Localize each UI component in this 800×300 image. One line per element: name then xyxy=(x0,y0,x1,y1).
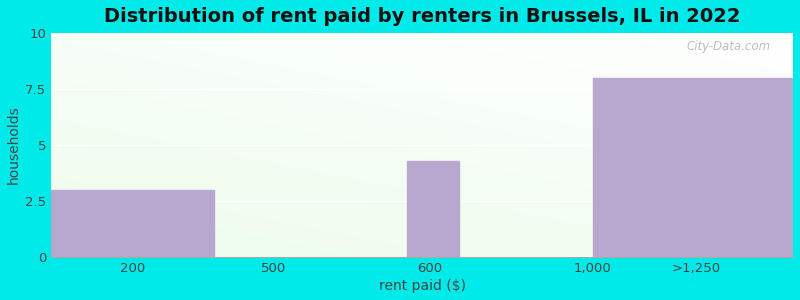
Bar xyxy=(407,161,459,257)
Bar xyxy=(593,78,793,257)
X-axis label: rent paid ($): rent paid ($) xyxy=(378,279,466,293)
Bar xyxy=(51,190,214,257)
Title: Distribution of rent paid by renters in Brussels, IL in 2022: Distribution of rent paid by renters in … xyxy=(104,7,740,26)
Y-axis label: households: households xyxy=(7,106,21,184)
Text: City-Data.com: City-Data.com xyxy=(686,40,770,53)
